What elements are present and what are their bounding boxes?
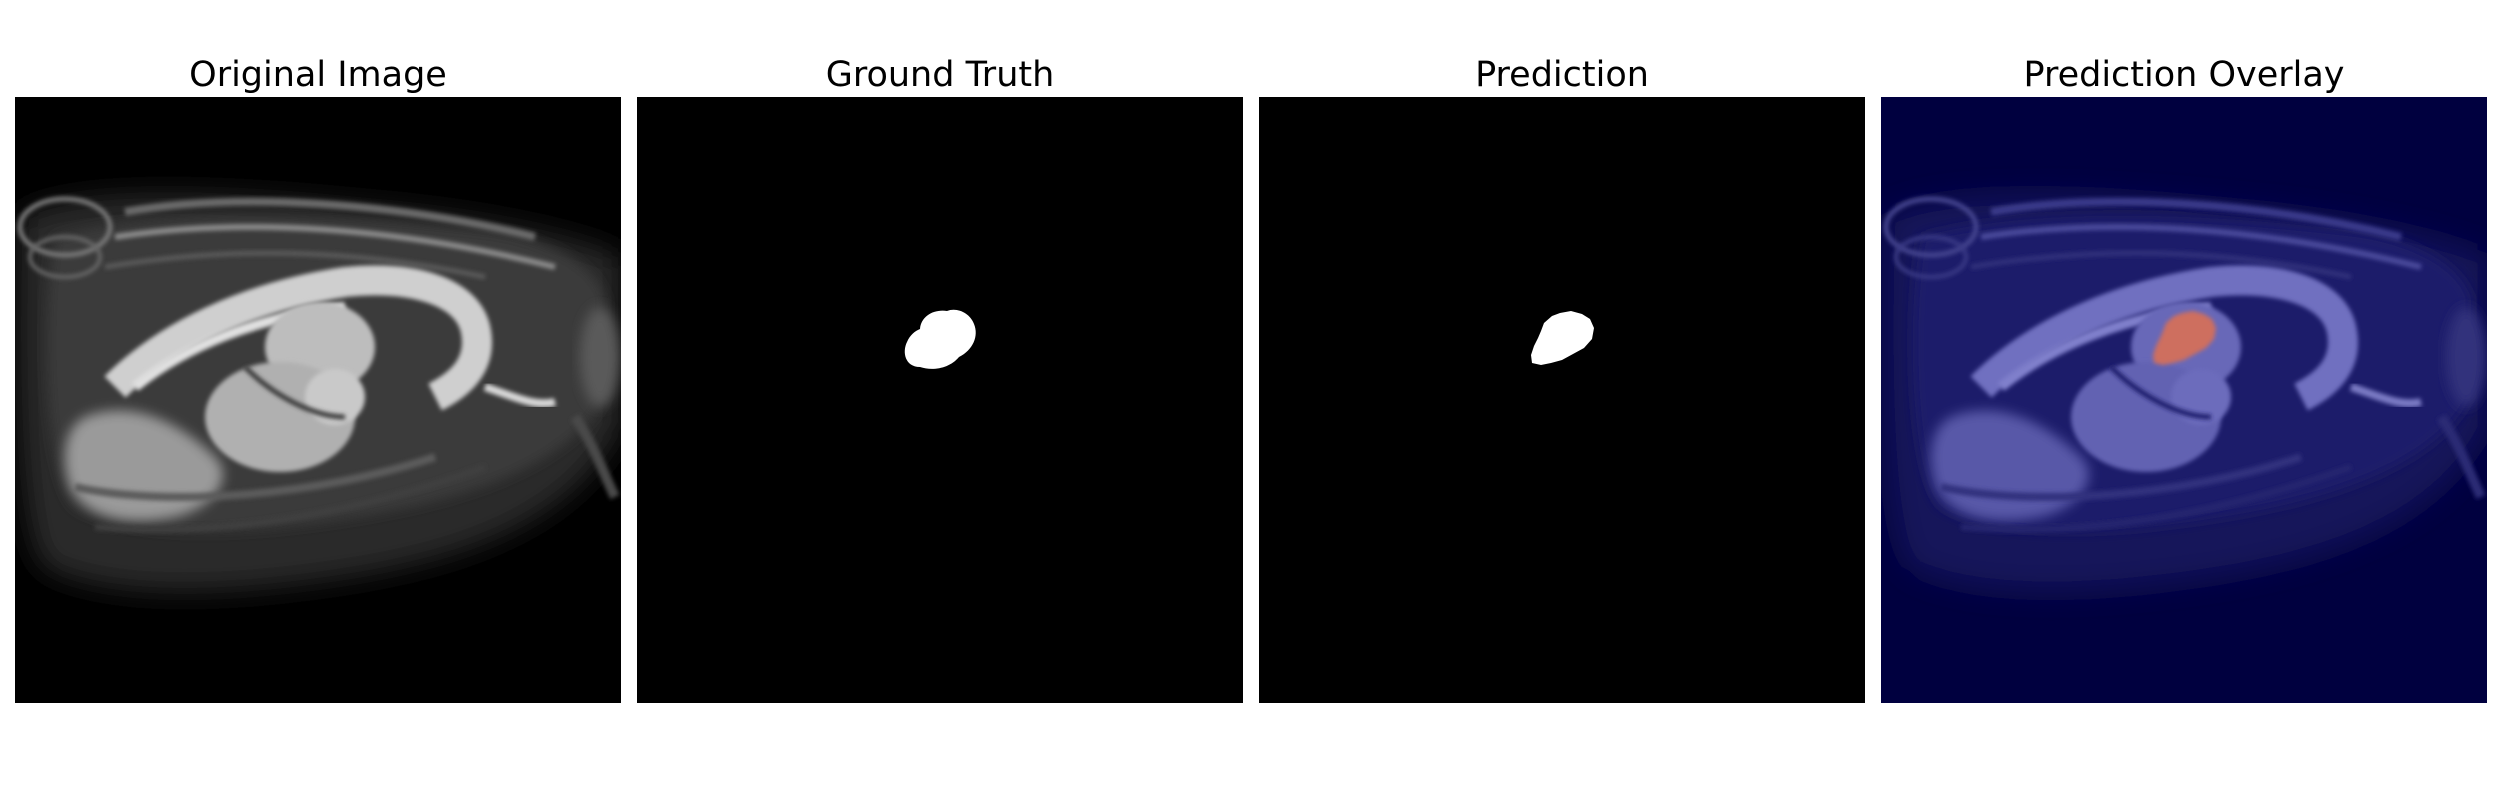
prediction-mask (1259, 97, 1865, 703)
original-mri-image (15, 97, 621, 703)
overlay-image (1881, 97, 2487, 703)
panel-title: Ground Truth (825, 55, 1055, 95)
panel-prediction: Prediction (1259, 0, 1865, 800)
mask-image (1259, 97, 1865, 703)
mri-slice (15, 97, 621, 703)
mask-image (637, 97, 1243, 703)
panel-title: Original Image (189, 55, 447, 95)
panel-title: Prediction Overlay (2023, 55, 2345, 95)
panel-prediction-overlay: Prediction Overlay (1881, 0, 2487, 800)
panel-title: Prediction (1475, 55, 1649, 95)
ground-truth-region (904, 309, 976, 369)
overlay-prediction-region (2153, 311, 2216, 365)
panel-ground-truth: Ground Truth (637, 0, 1243, 800)
prediction-region (1531, 311, 1594, 365)
ground-truth-mask (637, 97, 1243, 703)
prediction-overlay-image (1881, 97, 2487, 703)
panel-original-image: Original Image (15, 0, 621, 800)
